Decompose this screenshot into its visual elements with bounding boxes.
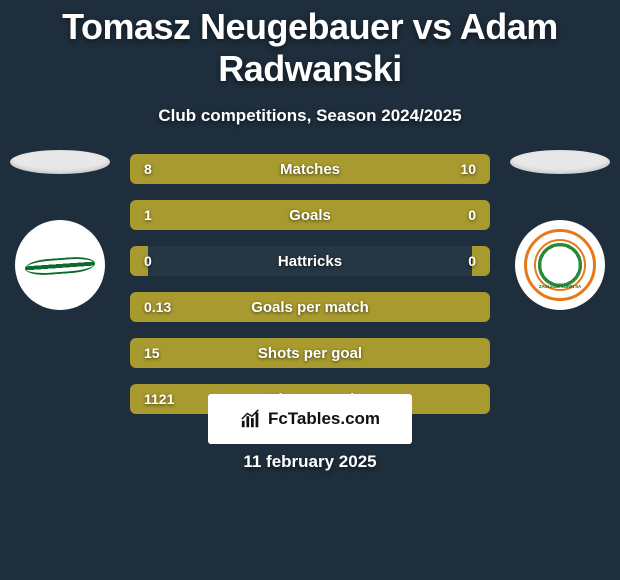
stat-value-left: 15	[144, 338, 160, 368]
stat-row: 0 0Hattricks	[130, 246, 490, 276]
brand-box: FcTables.com	[208, 394, 412, 444]
stat-value-left: 1121	[144, 384, 174, 414]
stat-row: 810Matches	[130, 154, 490, 184]
stat-value-left: 1	[144, 200, 152, 230]
player-right-club-badge	[515, 220, 605, 310]
date-label: 11 february 2025	[0, 452, 620, 472]
stat-bar-right	[400, 200, 490, 230]
stat-row: 0.13Goals per match	[130, 292, 490, 322]
stat-value-left: 8	[144, 154, 152, 184]
player-right-name-oval	[510, 150, 610, 174]
stat-value-left: 0	[144, 246, 152, 276]
player-right-column	[510, 150, 610, 310]
stat-bar-left	[130, 292, 490, 322]
player-left-column	[10, 150, 110, 310]
comparison-content: 810Matches10Goals00Hattricks0.13Goals pe…	[0, 150, 620, 430]
stat-bar-right	[274, 154, 490, 184]
bar-chart-icon	[240, 408, 262, 430]
stat-bar-left	[130, 200, 400, 230]
stat-label: Hattricks	[130, 246, 490, 276]
lechia-logo-icon	[25, 240, 95, 290]
stat-row: 15Shots per goal	[130, 338, 490, 368]
brand-text: FcTables.com	[268, 409, 380, 429]
stat-value-left: 0.13	[144, 292, 171, 322]
stat-bar-left	[130, 338, 490, 368]
page-title: Tomasz Neugebauer vs Adam Radwanski	[0, 0, 620, 90]
stat-bars: 810Matches10Goals00Hattricks0.13Goals pe…	[130, 154, 490, 430]
subtitle: Club competitions, Season 2024/2025	[0, 106, 620, 126]
player-left-name-oval	[10, 150, 110, 174]
zaglebie-logo-icon	[524, 229, 596, 301]
player-left-club-badge	[15, 220, 105, 310]
stat-value-right: 10	[460, 154, 476, 184]
stat-row: 10Goals	[130, 200, 490, 230]
stat-value-right: 0	[468, 246, 476, 276]
stat-value-right: 0	[468, 200, 476, 230]
